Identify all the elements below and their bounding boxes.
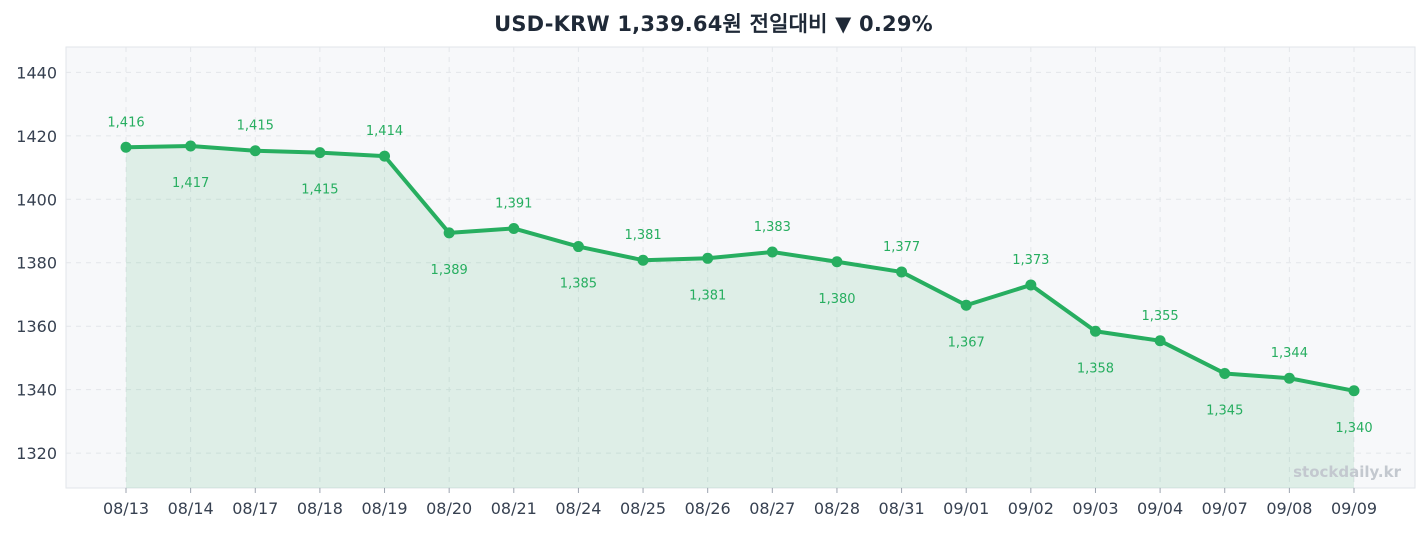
data-point [766,246,778,258]
data-label: 1,415 [301,183,338,198]
plot-background [65,46,1416,489]
data-point [443,227,455,239]
data-point [379,150,391,162]
y-tick-label: 1360 [16,317,57,336]
data-point [1219,367,1231,379]
data-point [185,140,197,152]
data-label: 1,414 [366,124,403,139]
data-label: 1,391 [495,196,532,211]
data-label: 1,345 [1206,403,1243,418]
x-tick-label: 08/18 [297,499,343,518]
y-tick-label: 1440 [16,63,57,82]
x-tick-label: 08/26 [685,499,731,518]
x-tick-label: 08/20 [426,499,472,518]
x-tick-label: 09/04 [1137,499,1183,518]
data-label: 1,355 [1141,309,1178,324]
y-tick-label: 1320 [16,444,57,463]
x-tick-label: 08/13 [103,499,149,518]
y-axis: 1320 1340 1360 1380 1400 1420 1440 [16,63,57,463]
data-point [120,141,132,153]
data-point [637,254,649,266]
data-point [960,299,972,311]
data-point [314,147,326,159]
data-point [508,222,520,234]
data-point [1025,279,1037,291]
x-tick-label: 08/14 [168,499,214,518]
x-tick-label: 09/08 [1266,499,1312,518]
area-fill [126,145,1354,488]
data-point [1283,372,1295,384]
y-tick-label: 1400 [16,190,57,209]
data-label: 1,344 [1271,346,1308,361]
data-label: 1,367 [948,335,985,350]
x-tick-label: 08/19 [361,499,407,518]
x-tick-label: 08/25 [620,499,666,518]
data-point [896,266,908,278]
x-tick-label: 08/24 [555,499,601,518]
data-label: 1,385 [560,277,597,292]
y-tick-label: 1340 [16,381,57,400]
y-tick-label: 1420 [16,127,57,146]
x-tick-label: 09/07 [1202,499,1248,518]
data-label: 1,416 [107,115,144,130]
area-fill-path [126,145,1354,488]
x-tick-label: 08/28 [814,499,860,518]
x-tick-label: 09/02 [1008,499,1054,518]
data-point [1089,325,1101,337]
x-tick-label: 09/01 [943,499,989,518]
data-label: 1,358 [1077,361,1114,376]
y-tick-label: 1380 [16,254,57,273]
data-label: 1,381 [689,288,726,303]
series-polyline [124,143,1356,393]
data-point [1154,335,1166,347]
series-line [124,143,1356,393]
watermark: stockdaily.kr [1293,463,1401,481]
data-label: 1,415 [237,119,274,134]
chart-title: USD-KRW 1,339.64원 전일대비 ▼ 0.29% [494,12,933,36]
data-label: 1,383 [754,220,791,235]
data-point [249,145,261,157]
x-tick-label: 08/17 [232,499,278,518]
data-point [572,241,584,253]
data-label: 1,340 [1335,421,1372,436]
x-axis: 08/13 08/14 08/17 08/18 08/19 08/20 08/21 08/24… [103,488,1377,518]
data-points [120,140,1360,397]
data-label: 1,373 [1012,253,1049,268]
data-label: 1,380 [818,292,855,307]
x-tick-label: 09/03 [1072,499,1118,518]
data-labels: 1,416 1,417 1,415 1,415 1,414 1,389 1,391 1,385… [107,115,1372,436]
data-label: 1,389 [431,263,468,278]
x-tick-label: 08/27 [749,499,795,518]
data-point [702,252,714,264]
x-tick-label: 08/21 [491,499,537,518]
x-tick-label: 09/09 [1331,499,1377,518]
data-point [831,256,843,268]
x-tick-label: 08/31 [879,499,925,518]
data-label: 1,417 [172,176,209,191]
data-label: 1,381 [624,228,661,243]
data-point [1348,385,1360,397]
data-label: 1,377 [883,240,920,255]
